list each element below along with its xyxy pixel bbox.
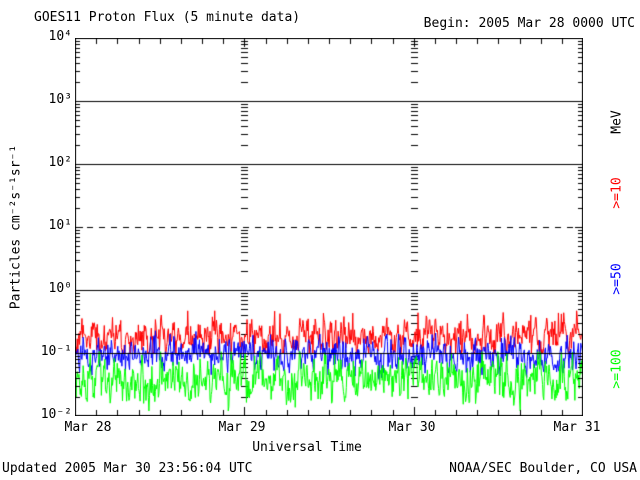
x-tick-label-mar30: Mar 30 xyxy=(388,420,436,435)
y-tick-label-1e-2: 10⁻² xyxy=(40,407,72,422)
legend-ge50-label: >=50 xyxy=(609,263,625,295)
right-axis-unit-label: MeV xyxy=(609,110,625,134)
y-tick-label-1e4: 10⁴ xyxy=(48,29,72,44)
legend-ge100-label: >=100 xyxy=(609,349,625,389)
y-tick-label-1e1: 10¹ xyxy=(48,218,72,233)
legend-ge10-label: >=10 xyxy=(609,177,625,209)
proton-flux-plot xyxy=(75,38,583,416)
updated-timestamp: Updated 2005 Mar 30 23:56:04 UTC xyxy=(2,461,253,476)
x-tick-label-mar31: Mar 31 xyxy=(553,420,601,435)
y-tick-label-1e0: 10⁰ xyxy=(48,281,72,296)
y-tick-label-1e3: 10³ xyxy=(48,92,72,107)
source-attribution: NOAA/SEC Boulder, CO USA xyxy=(449,461,637,476)
y-tick-label-1e2: 10² xyxy=(48,155,72,170)
begin-timestamp: Begin: 2005 Mar 28 0000 UTC xyxy=(423,16,635,31)
y-axis-title: Particles cm⁻²s⁻¹sr⁻¹ xyxy=(8,144,24,310)
chart-title: GOES11 Proton Flux (5 minute data) xyxy=(34,10,301,25)
x-tick-label-mar29: Mar 29 xyxy=(218,420,266,435)
y-tick-label-1e-1: 10⁻¹ xyxy=(40,344,72,359)
x-axis-title: Universal Time xyxy=(252,440,362,455)
x-tick-label-mar28: Mar 28 xyxy=(64,420,112,435)
